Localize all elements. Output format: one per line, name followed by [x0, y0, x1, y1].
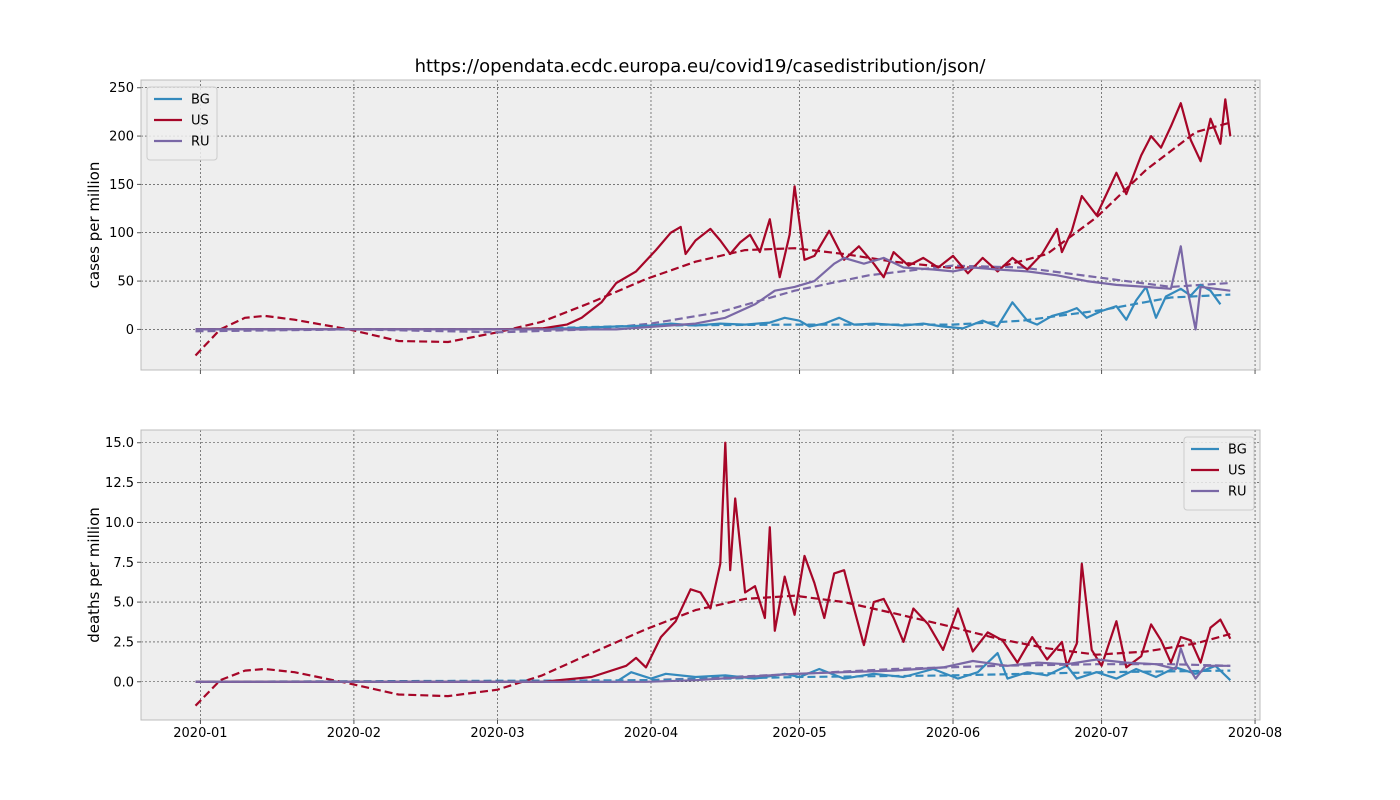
legend: BG US RU	[1183, 436, 1255, 511]
series-line-bg	[195, 651, 1232, 683]
plot-area	[141, 430, 1260, 720]
legend-label-us: US	[1228, 464, 1246, 479]
trend-line-ru	[195, 264, 1231, 334]
y-tick-label: 2.5	[113, 635, 134, 650]
legend-label-us: US	[191, 114, 209, 129]
y-tick-label: 100	[109, 226, 134, 241]
y-tick-label: 15.0	[105, 436, 134, 451]
x-tick-label: 2020-03	[470, 726, 524, 741]
y-tick-label: 250	[109, 81, 134, 96]
plot-area	[141, 80, 1260, 370]
y-tick-label: 5.0	[113, 596, 134, 611]
trend-line-bg	[195, 669, 1231, 683]
series-line-ru	[195, 245, 1231, 331]
plot-border	[140, 79, 1261, 371]
y-tick-label: 200	[109, 130, 134, 145]
y-tick-label: 0	[126, 323, 134, 338]
y-tick-label: 0.0	[113, 675, 134, 690]
y-axis-label: deaths per million	[85, 507, 103, 643]
legend-label-ru: RU	[1228, 485, 1247, 500]
x-tick-label: 2020-06	[926, 726, 980, 741]
x-tick-label: 2020-01	[173, 726, 227, 741]
y-tick-label: 50	[117, 275, 134, 290]
figure-title: https://opendata.ecdc.europa.eu/covid19/…	[415, 56, 987, 77]
x-tick-label: 2020-07	[1074, 726, 1128, 741]
series-lines	[194, 98, 1232, 357]
y-tick-label: 7.5	[113, 556, 134, 571]
legend-label-bg: BG	[1228, 443, 1247, 458]
y-tick-label: 150	[109, 178, 134, 193]
legend-label-bg: BG	[191, 93, 210, 108]
gridlines	[141, 80, 1260, 370]
y-tick-label: 10.0	[105, 516, 134, 531]
series-line-us	[195, 98, 1232, 331]
legend-label-ru: RU	[191, 135, 210, 150]
series-line-us	[195, 441, 1232, 683]
series-line-ru	[195, 647, 1231, 683]
cases-panel: 0 50 100 150 200 250 cases per million BG US RU	[85, 79, 1261, 374]
series-line-bg	[195, 283, 1222, 331]
deaths-panel: 0.0 2.5 5.0 7.5 10.0 12.5 15.0 2020-01 2020-02 20…	[85, 429, 1282, 741]
y-tick-label: 12.5	[105, 476, 134, 491]
x-tick-label: 2020-04	[624, 726, 678, 741]
legend: BG US RU	[146, 86, 218, 161]
trend-line-us	[194, 594, 1231, 707]
gridlines	[141, 430, 1260, 720]
plot-border	[140, 429, 1261, 721]
x-tick-label: 2020-08	[1228, 726, 1282, 741]
y-axis-label: cases per million	[85, 162, 103, 289]
x-tick-label: 2020-02	[327, 726, 381, 741]
trend-line-us	[194, 121, 1231, 357]
x-tick-label: 2020-05	[772, 726, 826, 741]
series-lines	[194, 441, 1232, 707]
